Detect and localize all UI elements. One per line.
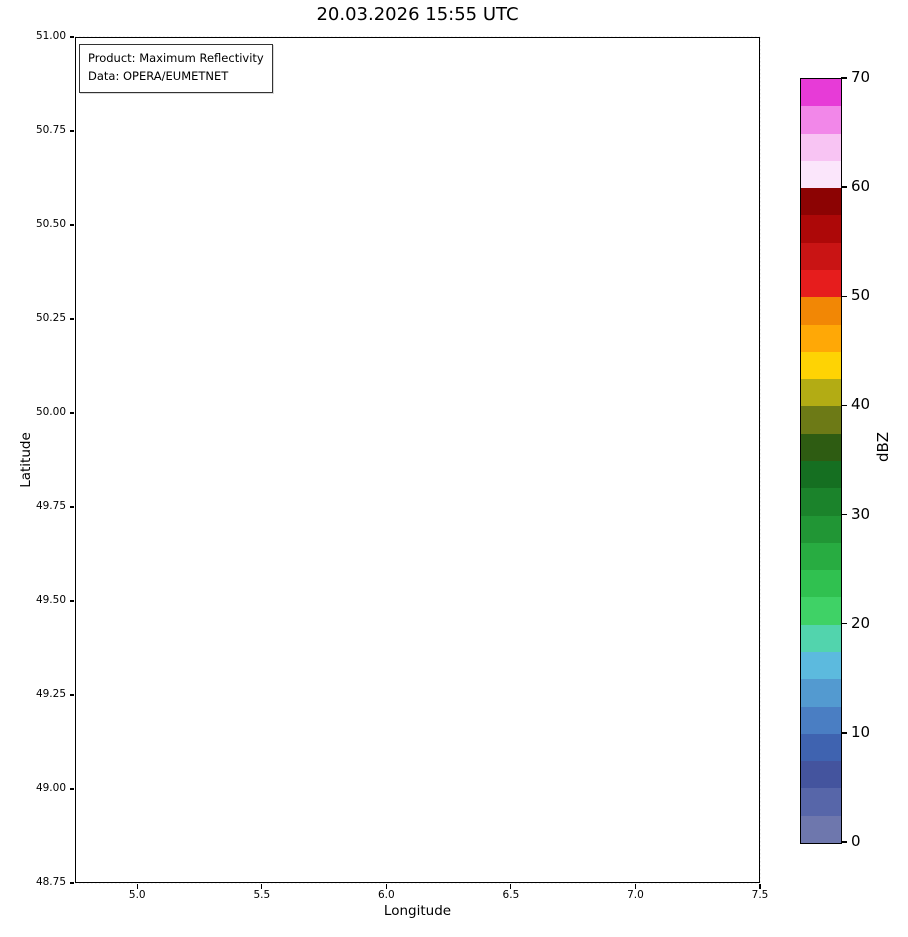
colorbar-segment — [801, 378, 841, 407]
product-info-line2: Data: OPERA/EUMETNET — [88, 68, 229, 83]
colorbar-segment — [801, 324, 841, 352]
y-tick-label: 48.75 — [35, 876, 66, 888]
y-tick-mark — [69, 224, 74, 226]
y-tick-mark — [69, 600, 74, 602]
colorbar-tick-label: 0 — [851, 832, 861, 850]
x-tick-label: 6.5 — [502, 889, 520, 901]
y-tick-mark — [69, 882, 74, 884]
plot-title: 20.03.2026 15:55 UTC — [316, 4, 519, 25]
y-tick-mark — [69, 36, 74, 38]
y-tick-label: 50.25 — [35, 312, 66, 324]
y-tick-mark — [69, 694, 74, 696]
colorbar-tick-label: 20 — [851, 613, 871, 632]
x-tick-label: 5.5 — [253, 889, 271, 901]
y-tick-mark — [69, 412, 74, 414]
colorbar-segment — [801, 760, 841, 789]
colorbar-segment — [801, 242, 841, 270]
colorbar-tick-mark — [841, 732, 848, 734]
x-tick-mark — [261, 884, 263, 889]
x-tick-label: 5.0 — [128, 889, 146, 901]
x-tick-mark — [634, 884, 637, 889]
x-tick-mark — [136, 884, 138, 889]
plot-frame — [75, 37, 760, 883]
colorbar-segment — [801, 706, 841, 734]
colorbar-title: dBZ — [874, 431, 892, 463]
y-tick-mark — [69, 788, 74, 790]
colorbar-tick-label: 60 — [851, 177, 871, 196]
colorbar-segment — [801, 651, 841, 680]
x-tick-label: 6.0 — [378, 889, 395, 901]
colorbar-segment — [801, 624, 841, 652]
y-tick-label: 49.75 — [35, 500, 66, 512]
y-tick-mark — [69, 318, 74, 320]
colorbar-tick-mark — [841, 77, 848, 79]
y-tick-label: 50.00 — [35, 406, 66, 418]
colorbar-segment — [801, 105, 841, 134]
colorbar-segment — [801, 787, 841, 816]
y-tick-label: 49.00 — [35, 782, 66, 794]
y-tick-label: 49.50 — [35, 594, 66, 606]
colorbar-segment — [801, 542, 841, 571]
y-axis-label: Latitude — [18, 432, 34, 488]
colorbar-segment — [801, 596, 841, 625]
colorbar-tick-label: 50 — [851, 286, 871, 305]
colorbar-segment — [801, 160, 841, 189]
colorbar-segment — [801, 678, 841, 707]
product-info-line1: Product: Maximum Reflectivity — [88, 51, 264, 65]
colorbar-segment — [801, 133, 841, 161]
colorbar-tick-mark — [841, 404, 848, 407]
colorbar-segment — [801, 78, 841, 107]
colorbar-tick-mark — [841, 513, 848, 516]
colorbar-tick-label: 10 — [851, 722, 871, 741]
colorbar-tick-mark — [841, 841, 848, 843]
y-tick-mark — [69, 130, 74, 132]
colorbar-segment — [801, 187, 841, 216]
colorbar-segment — [801, 733, 841, 762]
colorbar-segment — [801, 460, 841, 489]
colorbar-segment — [801, 433, 841, 461]
colorbar-tick-label: 30 — [851, 504, 871, 523]
colorbar-segment — [801, 405, 841, 434]
colorbar-tick-mark — [841, 186, 848, 188]
colorbar-tick-mark — [841, 295, 848, 297]
colorbar-segment — [801, 269, 841, 298]
y-tick-label: 50.75 — [35, 124, 66, 136]
colorbar-segment — [801, 569, 841, 598]
x-tick-label: 7.0 — [627, 889, 644, 901]
colorbar-segment — [801, 815, 841, 843]
colorbar-segment — [801, 296, 841, 325]
y-tick-label: 49.25 — [35, 688, 66, 700]
product-info-box: Product: Maximum Reflectivity Data: OPER… — [79, 44, 273, 93]
colorbar-tick-mark — [841, 623, 848, 625]
x-tick-mark — [759, 884, 761, 889]
x-tick-mark — [510, 884, 512, 889]
colorbar-segment — [801, 214, 841, 243]
colorbar-tick-label: 40 — [851, 395, 871, 414]
colorbar — [800, 78, 842, 844]
x-tick-label: 7.5 — [751, 889, 769, 901]
colorbar-tick-label: 70 — [851, 68, 871, 86]
y-tick-mark — [69, 506, 74, 508]
x-tick-mark — [385, 884, 387, 889]
colorbar-segment — [801, 351, 841, 380]
colorbar-segment — [801, 515, 841, 543]
y-tick-label: 50.50 — [35, 218, 66, 230]
x-axis-label: Longitude — [383, 903, 452, 919]
y-tick-label: 51.00 — [35, 30, 66, 42]
colorbar-segment — [801, 487, 841, 516]
